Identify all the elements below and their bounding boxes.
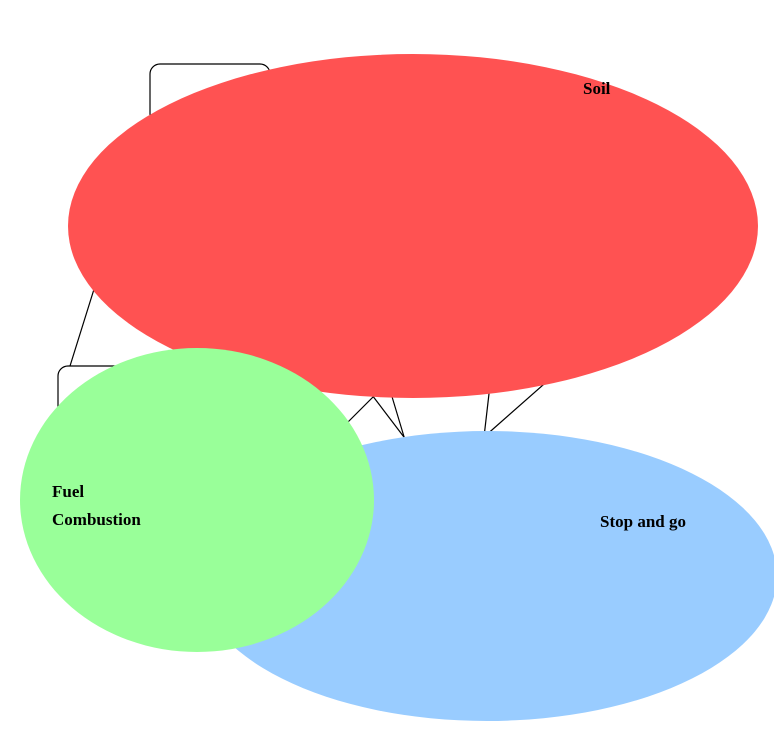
node-label: Soil bbox=[583, 79, 611, 98]
node-label: Fuel bbox=[52, 482, 84, 501]
link bbox=[389, 389, 406, 441]
node-fuel-combustion bbox=[20, 348, 374, 652]
node-soil bbox=[68, 54, 758, 398]
node-label: Combustion bbox=[52, 510, 141, 529]
node-label: Stop and go bbox=[600, 512, 686, 531]
